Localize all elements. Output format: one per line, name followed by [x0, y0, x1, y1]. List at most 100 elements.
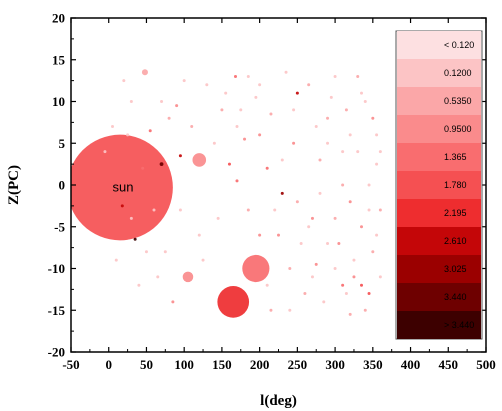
bubble-point	[190, 125, 194, 129]
bubble-point	[326, 141, 330, 145]
bubble-point	[258, 233, 262, 237]
bubble-point	[360, 91, 363, 95]
bubble-point	[235, 125, 239, 129]
bubble-point	[295, 91, 299, 95]
x-tick-label: 500	[476, 357, 496, 372]
bubble-point	[120, 204, 124, 208]
bubble-point	[348, 200, 352, 204]
legend-swatch	[397, 311, 481, 339]
bubble-point	[171, 300, 175, 304]
bubble-point	[356, 74, 360, 78]
bubble-point	[326, 116, 330, 120]
bubble-point	[292, 108, 296, 112]
bubble-point	[137, 283, 141, 287]
legend-swatch	[397, 31, 481, 59]
bubble-point	[284, 70, 288, 74]
bubble-point	[322, 300, 326, 304]
bubble-point	[201, 258, 205, 262]
x-tick-label: 300	[325, 357, 345, 372]
legend-label: 1.780	[444, 180, 467, 190]
bubble-point	[265, 283, 269, 287]
bubble-point	[258, 83, 262, 87]
bubble-point	[192, 153, 207, 167]
bubble-point	[360, 225, 363, 229]
bubble-point	[348, 312, 352, 316]
bubble-point	[71, 134, 173, 241]
legend-swatch	[397, 227, 481, 255]
x-tick-label: 350	[363, 357, 383, 372]
bubble-point	[254, 95, 258, 99]
bubble-point	[341, 150, 345, 154]
bubble-point	[205, 83, 209, 87]
bubble-point	[144, 250, 148, 254]
bubble-point	[239, 108, 243, 112]
bubble-point	[217, 286, 250, 318]
bubble-point	[227, 162, 231, 166]
bubble-point	[310, 275, 314, 279]
y-tick-label: 5	[59, 136, 66, 151]
bubble-point	[337, 241, 341, 245]
sun-annotation: sun	[113, 180, 134, 195]
bubble-layer	[71, 69, 382, 318]
color-legend: < 0.120 0.1200 0.5350 0.9500 1.365 1.780 2.195…	[395, 30, 483, 340]
bubble-point	[356, 150, 360, 154]
bubble-point	[233, 74, 237, 78]
bubble-point	[314, 125, 318, 129]
bubble-point	[367, 208, 371, 212]
bubble-point	[307, 83, 311, 87]
bubble-point	[318, 158, 322, 162]
legend-label: > 3.440	[444, 320, 474, 330]
bubble-point	[299, 241, 303, 245]
bubble-point	[378, 275, 382, 279]
y-tick-label: 20	[52, 11, 65, 26]
legend-swatch	[397, 143, 481, 171]
x-tick-label: 100	[174, 357, 194, 372]
bubble-point	[378, 208, 382, 212]
x-tick-label: -50	[62, 357, 79, 372]
bubble-point	[273, 208, 277, 212]
bubble-point	[141, 166, 145, 170]
bubble-point	[269, 112, 273, 116]
bubble-point	[371, 250, 375, 254]
bubble-point	[363, 308, 367, 312]
bubble-point	[242, 254, 270, 283]
bubble-point	[363, 100, 367, 103]
bubble-point	[122, 79, 126, 83]
bubble-point	[178, 208, 182, 212]
bubble-point	[348, 133, 352, 137]
bubble-point	[258, 133, 262, 137]
bubble-point	[103, 150, 107, 154]
bubble-point	[310, 216, 314, 220]
x-axis-label: l(deg)	[260, 393, 297, 409]
bubble-point	[352, 275, 356, 279]
bubble-point	[329, 95, 333, 99]
bubble-point	[159, 162, 164, 167]
bubble-point	[367, 292, 371, 296]
bubble-point	[175, 104, 179, 108]
legend-label: 0.9500	[444, 124, 472, 134]
legend-swatch	[397, 255, 481, 283]
bubble-point	[280, 191, 284, 195]
x-tick-label: 200	[250, 357, 270, 372]
bubble-point	[220, 108, 224, 112]
legend-label: 0.1200	[444, 68, 472, 78]
bubble-point	[197, 233, 201, 237]
bubble-point	[163, 250, 167, 254]
y-tick-label: -20	[48, 345, 65, 360]
bubble-point	[152, 208, 156, 212]
legend-label: 2.195	[444, 208, 467, 218]
legend-swatch	[397, 87, 481, 115]
x-tick-label: 250	[288, 357, 308, 372]
legend-swatch	[397, 115, 481, 143]
bubble-point	[277, 233, 280, 237]
bubble-point	[182, 271, 194, 283]
legend-swatch	[397, 283, 481, 311]
legend-label: 0.5350	[444, 96, 472, 106]
legend-label: < 0.120	[444, 40, 474, 50]
bubble-point	[141, 69, 148, 76]
bubble-point	[295, 200, 299, 204]
legend-swatch	[397, 59, 481, 87]
bubble-point	[178, 154, 182, 158]
bubble-point	[280, 158, 284, 162]
